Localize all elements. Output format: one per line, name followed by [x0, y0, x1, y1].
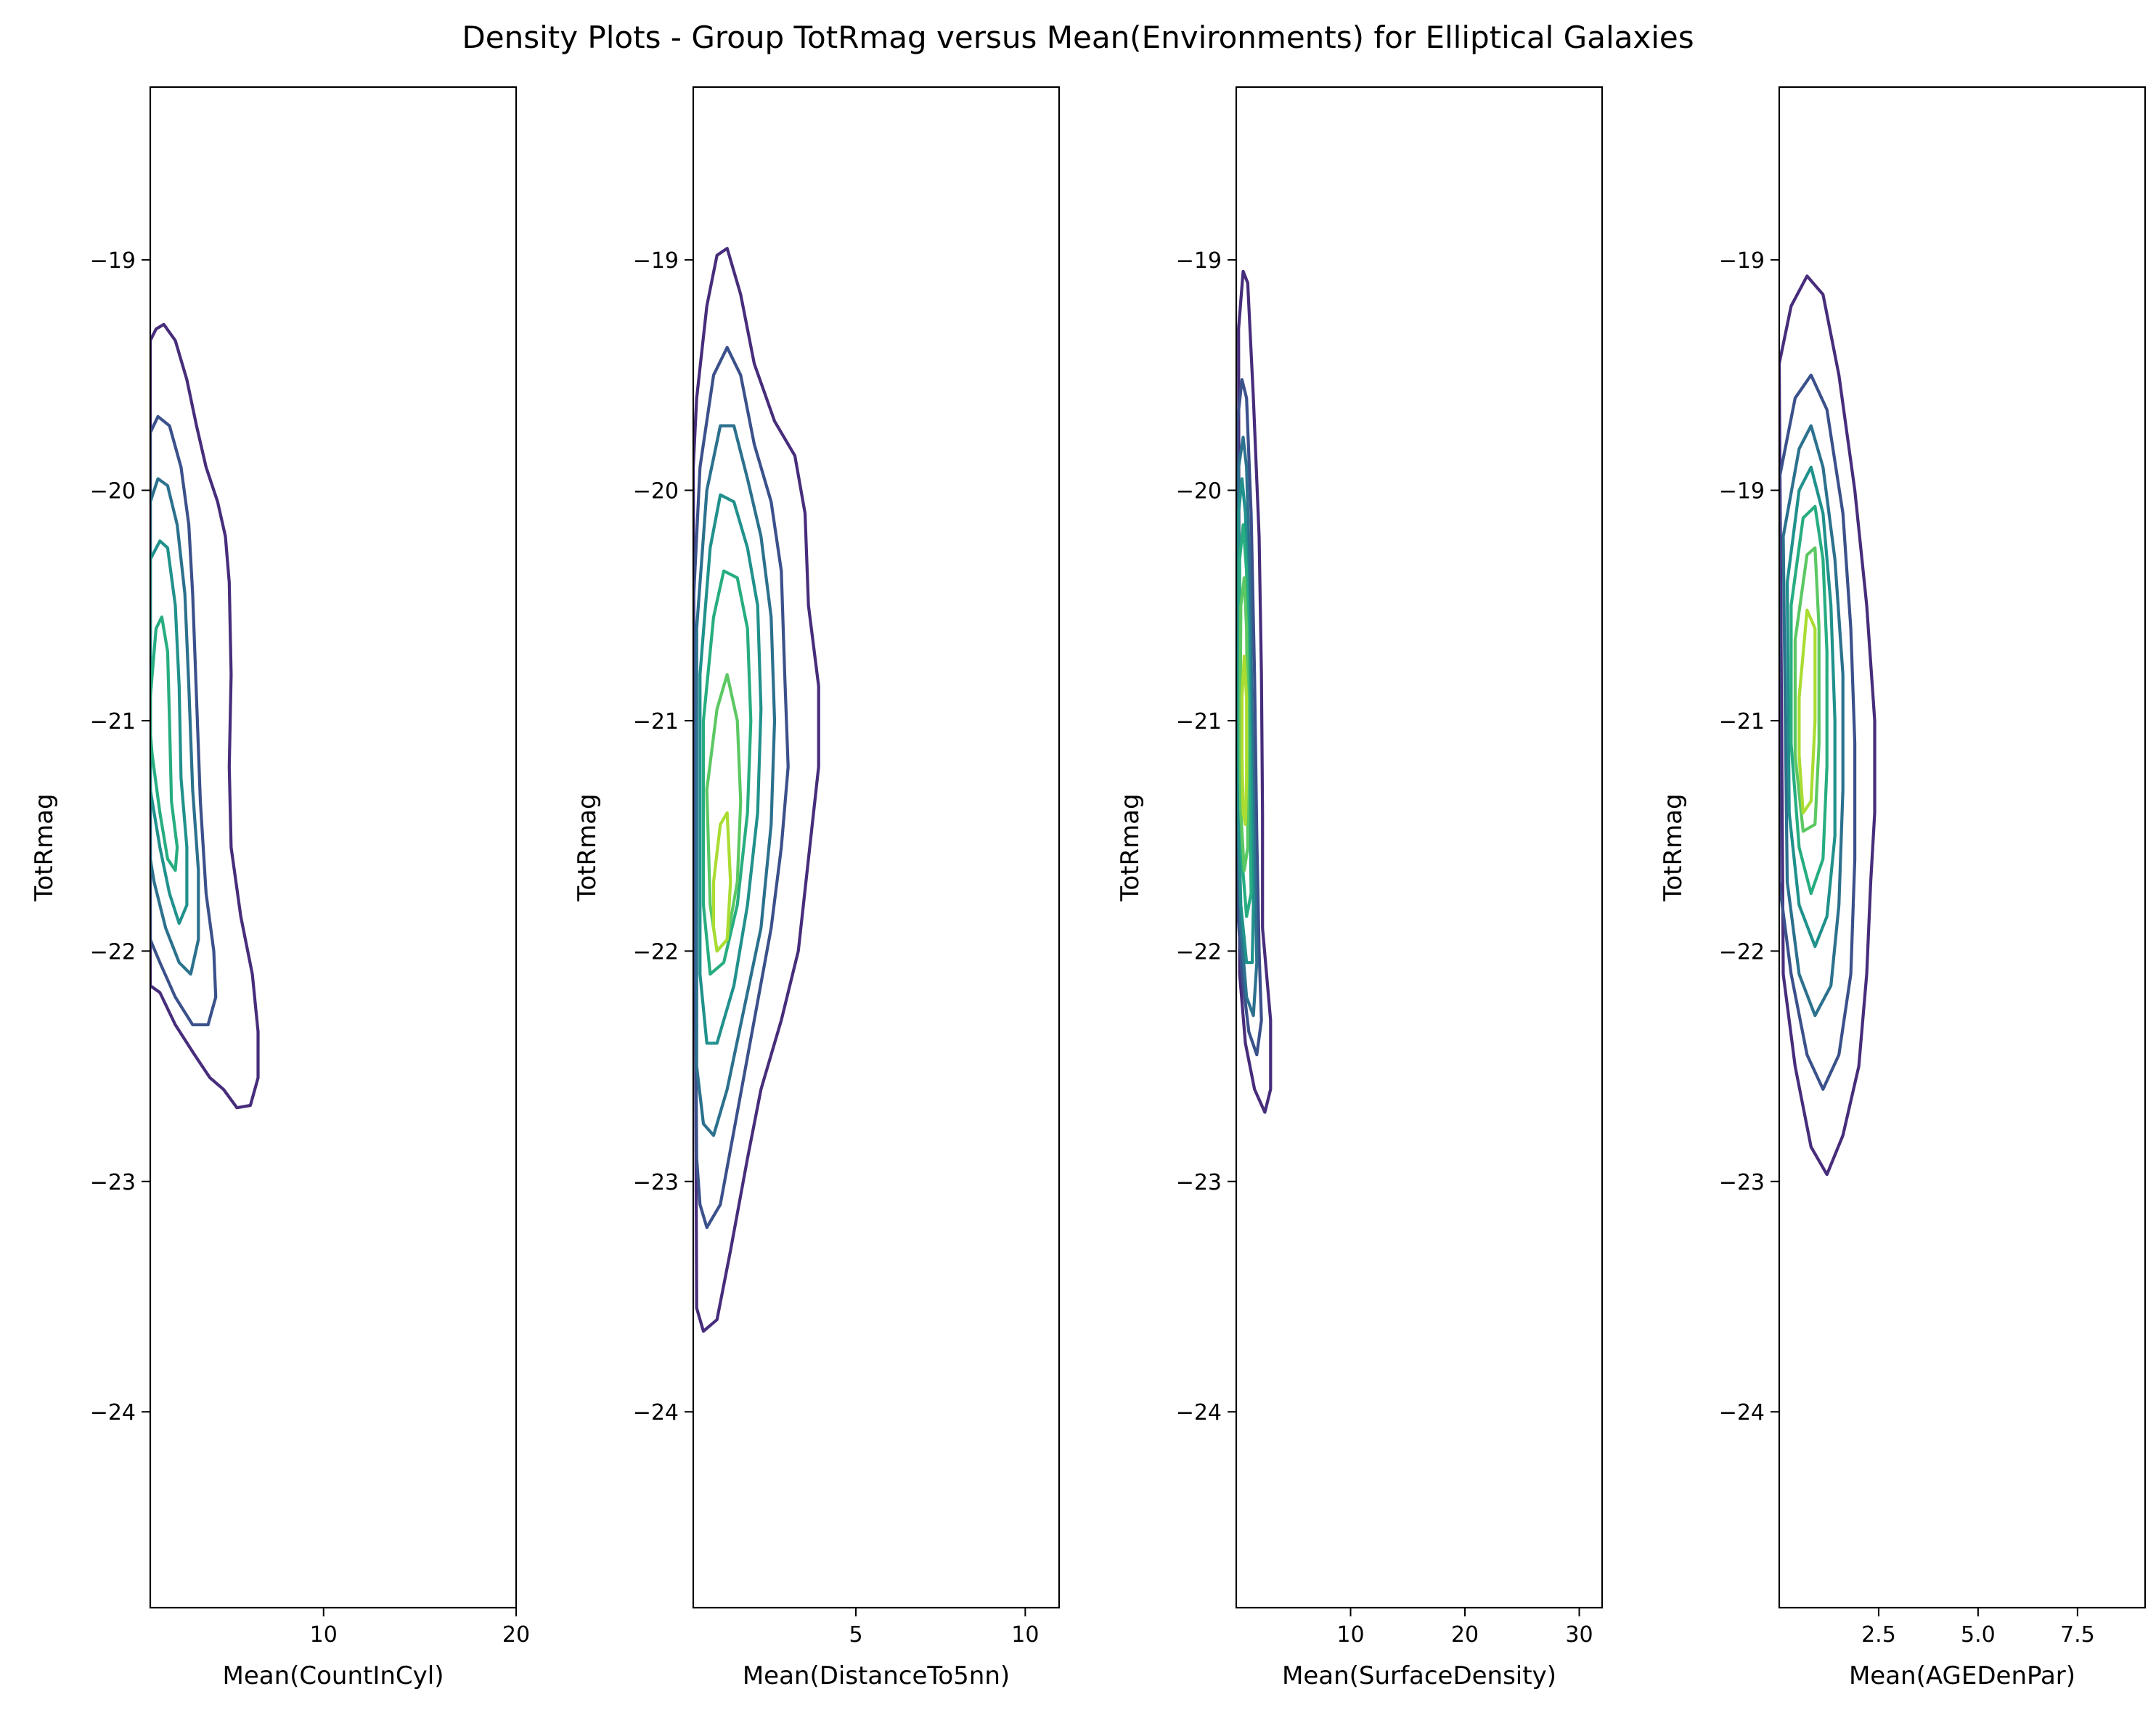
y-tick-label: −21: [1176, 709, 1222, 735]
x-tick-label: 10: [1011, 1622, 1039, 1648]
y-tick-label: −23: [1176, 1170, 1222, 1195]
y-tick-label: −22: [1719, 939, 1765, 965]
panel-1: −19 −20 −21 −22 −23 −24 10 20 Mean(CountInCyl) To…: [30, 86, 530, 1690]
y-axis-label: TotRmag: [573, 793, 602, 901]
density-contour-level-4: [698, 493, 763, 1045]
y-tick-label: −21: [1719, 709, 1765, 735]
panels: −19 −20 −21 −22 −23 −24 10 20 Mean(CountInCyl) To…: [30, 86, 2147, 1690]
y-tick-label: −20: [90, 478, 136, 504]
y-tick-label: −21: [90, 709, 136, 735]
y-tick-label: −20: [1176, 478, 1222, 504]
x-tick-label: 10: [1336, 1622, 1364, 1648]
density-contour-level-5: [701, 569, 753, 976]
density-contour-level-3: [695, 424, 777, 1137]
y-tick-label: −19: [1176, 248, 1222, 274]
y-axis-label: TotRmag: [1116, 793, 1145, 901]
x-tick-label: 30: [1565, 1622, 1593, 1648]
density-contour-level-2: [150, 414, 218, 1026]
density-contour-level-3: [1781, 424, 1845, 1018]
plot-frame: [1778, 86, 2147, 1609]
contour-group: [1236, 269, 1273, 1114]
density-contour-level-5: [1789, 504, 1829, 896]
x-tick-label: 5: [849, 1622, 862, 1648]
density-contour-level-7: [1797, 608, 1817, 814]
y-tick-label: −20: [633, 478, 679, 504]
contour-group: [1779, 274, 1877, 1177]
y-tick-label: −24: [633, 1400, 679, 1425]
plot-frame: [692, 86, 1061, 1609]
density-contour-level-3: [150, 477, 200, 976]
density-contour-level-4: [150, 539, 189, 925]
y-tick-label: −24: [90, 1400, 136, 1425]
density-contour-level-1: [1237, 269, 1273, 1114]
density-contour-level-6: [1793, 546, 1821, 833]
x-tick-label: 20: [502, 1622, 530, 1648]
density-contour-level-2: [1236, 378, 1263, 1057]
density-contour-level-4: [1237, 477, 1255, 965]
x-tick-label: 20: [1451, 1622, 1479, 1648]
panel-4: −19 −19 −21 −22 −23 −24 2.5 5.0 7.5 Mean(AGEDenPa…: [1659, 86, 2147, 1690]
panel-3: −19 −20 −21 −22 −23 −24 10 20 30 Mean(SurfaceDens…: [1116, 86, 1604, 1690]
y-tick-label: −19: [633, 248, 679, 274]
x-axis-label: Mean(SurfaceDensity): [1282, 1661, 1556, 1690]
y-tick-label: −19: [90, 248, 136, 274]
y-tick-label: −19: [1719, 478, 1765, 504]
density-contour-level-1: [1779, 274, 1877, 1177]
contour-group: [693, 247, 820, 1333]
x-axis-label: Mean(AGEDenPar): [1849, 1661, 2075, 1690]
chart-title: Density Plots - Group TotRmag versus Mea…: [462, 20, 1694, 55]
density-contour-level-2: [693, 345, 790, 1230]
y-tick-label: −23: [90, 1170, 136, 1195]
density-contour-level-7: [711, 811, 732, 953]
x-axis-label: Mean(CountInCyl): [222, 1661, 444, 1690]
y-tick-label: −23: [633, 1170, 679, 1195]
y-tick-label: −22: [1176, 939, 1222, 965]
plot-frame: [149, 86, 518, 1609]
y-tick-label: −21: [633, 709, 679, 735]
density-contour-level-1: [150, 322, 260, 1110]
y-axis-label: TotRmag: [1659, 793, 1688, 901]
x-tick-label: 10: [310, 1622, 338, 1648]
x-tick-label: 2.5: [1861, 1622, 1896, 1648]
density-contour-level-6: [1238, 576, 1249, 872]
panel-2: −19 −20 −21 −22 −23 −24 5 10Mean(DistanceTo5nn)…: [573, 86, 1061, 1690]
y-tick-label: −22: [90, 939, 136, 965]
x-axis-label: Mean(DistanceTo5nn): [743, 1661, 1010, 1690]
density-contour-level-1: [693, 247, 820, 1333]
y-axis-label: TotRmag: [30, 793, 59, 901]
density-contour-level-7: [1240, 654, 1249, 826]
y-tick-label: −23: [1719, 1170, 1765, 1195]
density-contour-level-2: [1779, 373, 1857, 1091]
density-contour-level-4: [1785, 465, 1837, 949]
x-tick-label: 7.5: [2060, 1622, 2095, 1648]
y-tick-label: −19: [1719, 248, 1765, 274]
y-tick-label: −22: [633, 939, 679, 965]
y-tick-label: −24: [1719, 1400, 1765, 1425]
y-tick-label: −24: [1176, 1400, 1222, 1425]
plot-frame: [1235, 86, 1604, 1609]
x-tick-label: 5.0: [1961, 1622, 1996, 1648]
density-contour-level-5: [150, 615, 179, 872]
contour-group: [150, 322, 260, 1110]
